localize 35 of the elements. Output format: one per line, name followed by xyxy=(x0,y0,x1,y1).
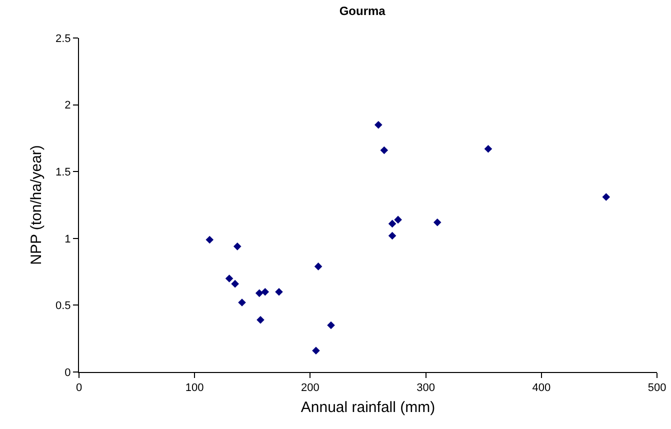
point xyxy=(394,216,402,224)
point xyxy=(433,218,442,226)
chart-title: Gourma xyxy=(339,4,386,18)
point xyxy=(388,220,396,228)
y-tick-label: 1 xyxy=(64,233,71,246)
point xyxy=(388,232,396,240)
x-tick-label: 100 xyxy=(185,382,204,394)
point xyxy=(484,144,492,153)
point xyxy=(238,298,246,306)
y-tick-label: 2.5 xyxy=(56,32,71,45)
point xyxy=(261,288,270,296)
x-tick-label: 400 xyxy=(532,382,551,394)
x-tick-label: 0 xyxy=(76,382,82,394)
x-tick-label: 200 xyxy=(301,382,320,394)
point xyxy=(206,236,214,244)
point xyxy=(314,262,322,270)
y-tick-label: 1.5 xyxy=(56,166,71,178)
point xyxy=(327,321,335,330)
point xyxy=(312,346,320,355)
point xyxy=(225,274,234,282)
x-axis-title: Annual rainfall (mm) xyxy=(300,399,436,416)
y-tick-label: 0 xyxy=(64,366,71,379)
point xyxy=(256,316,264,324)
y-tick-label: 0.5 xyxy=(56,300,71,312)
y-tick-label: 2 xyxy=(64,100,71,112)
point xyxy=(275,288,283,296)
point xyxy=(602,193,610,201)
x-tick-label: 500 xyxy=(648,382,666,394)
point xyxy=(380,146,388,154)
point xyxy=(231,280,239,288)
x-tick-label: 300 xyxy=(416,382,435,394)
point xyxy=(233,242,242,250)
y-axis-title: NPP (ton/ha/year) xyxy=(28,145,45,265)
point xyxy=(374,120,382,129)
point xyxy=(255,289,264,298)
